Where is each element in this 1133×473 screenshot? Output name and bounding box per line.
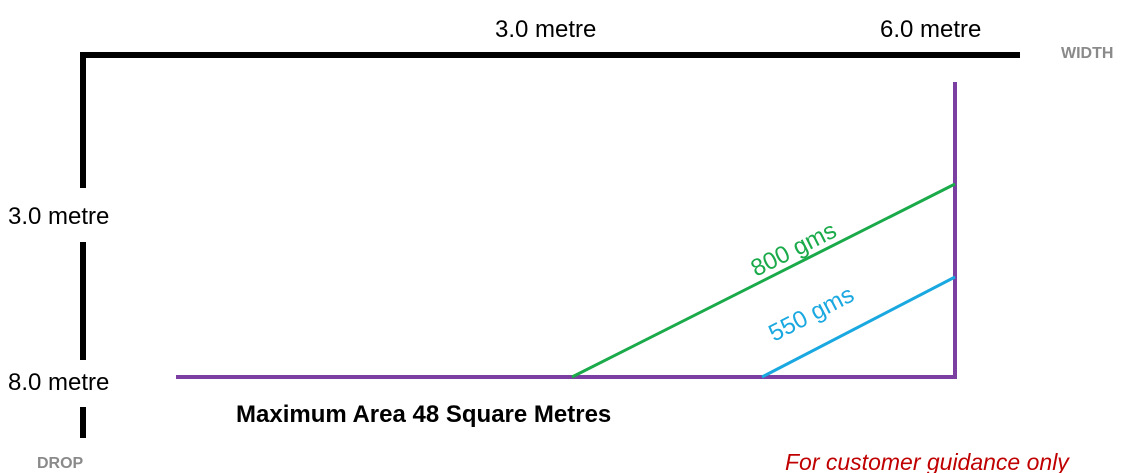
width-tick-label-3m: 3.0 metre: [495, 16, 596, 43]
width-tick-label-6m: 6.0 metre: [880, 16, 981, 43]
width-axis-label: WIDTH: [1061, 45, 1113, 62]
drop-axis-label: DROP: [37, 455, 84, 472]
label-550-gms: 550 gms: [764, 281, 858, 347]
drop-tick-label-3m: 3.0 metre: [8, 203, 109, 230]
max-area-heading: Maximum Area 48 Square Metres: [236, 401, 611, 428]
line-800-gms: [571, 182, 956, 379]
guidance-footnote: For customer guidance only: [785, 449, 1070, 473]
line-550-gms: [761, 275, 956, 379]
drop-tick-label-8m: 8.0 metre: [8, 369, 109, 396]
